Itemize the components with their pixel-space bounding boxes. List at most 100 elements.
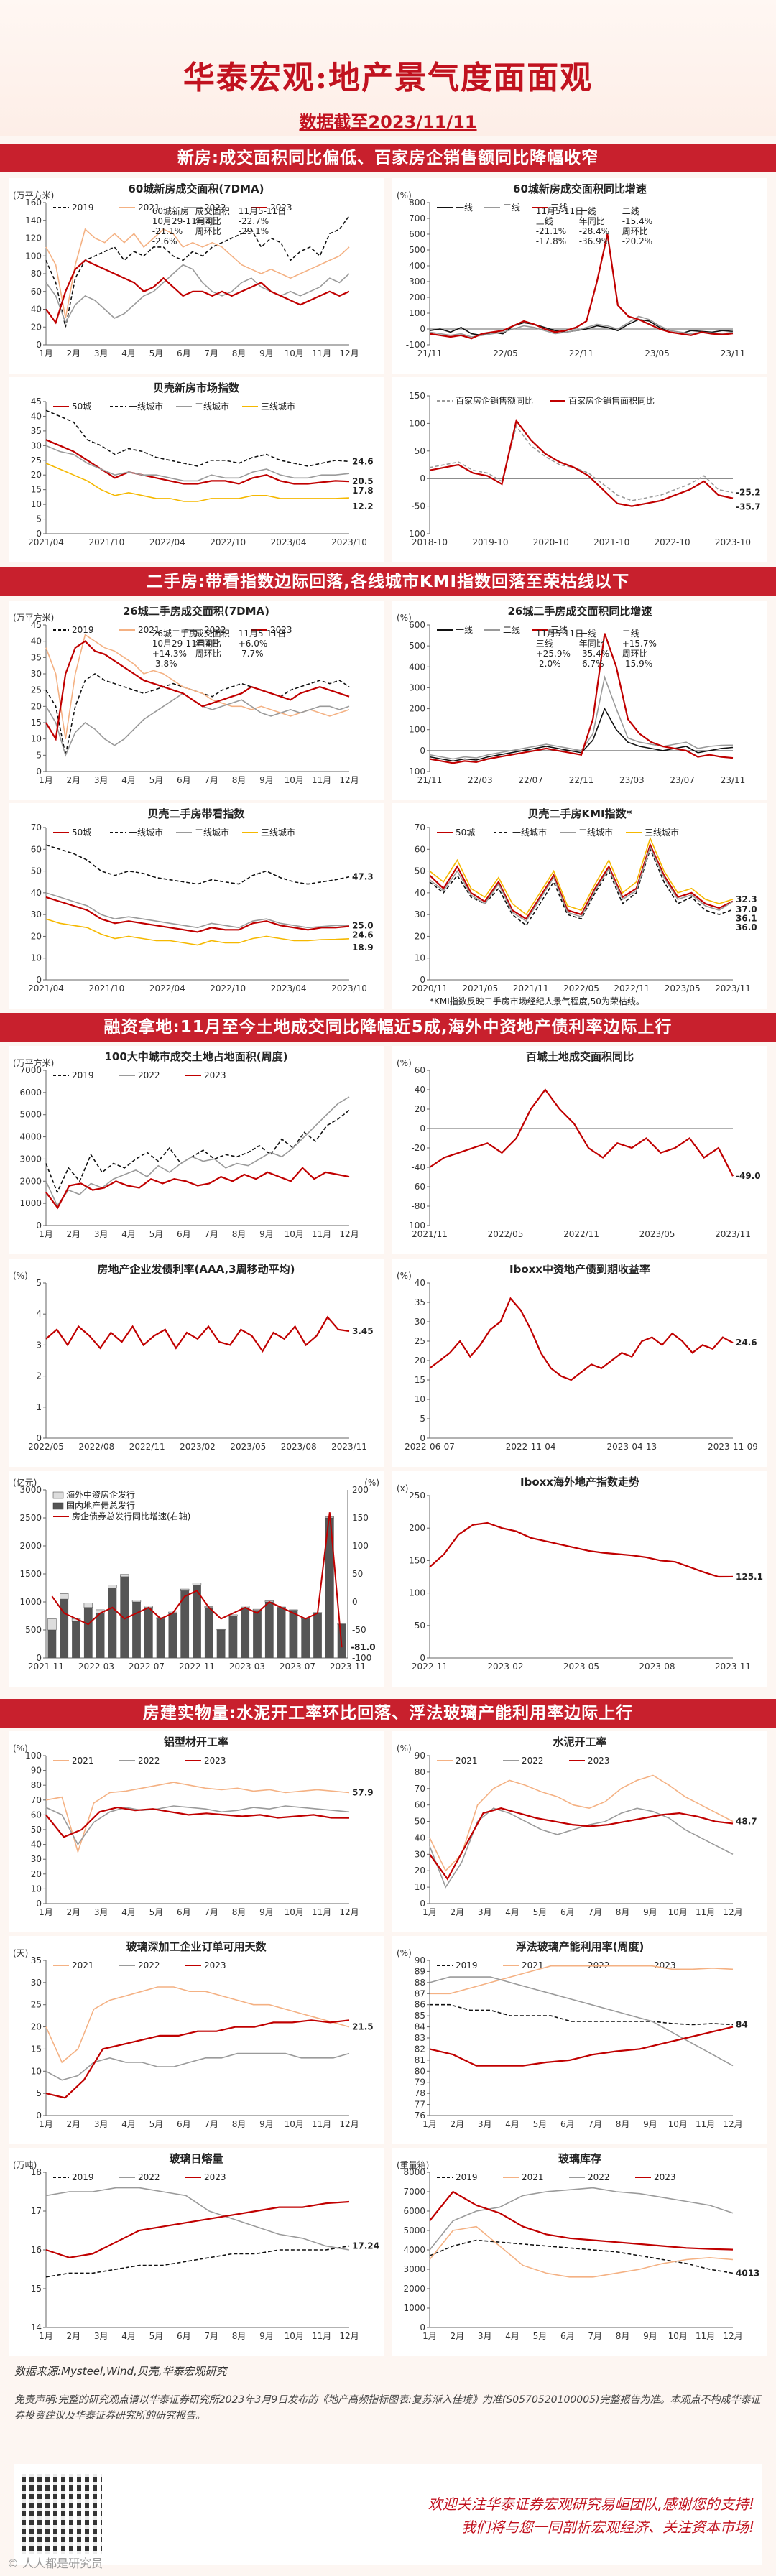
x-tick-label: 2022/04 xyxy=(149,537,185,547)
y-tick-label: 300 xyxy=(409,682,425,692)
chart-annotation: -17.8% xyxy=(536,236,566,246)
legend-label: 三线城市 xyxy=(261,401,295,412)
x-tick-label: 2023-10 xyxy=(715,537,751,547)
series-line-2019 xyxy=(429,2239,734,2274)
legend-label: 一线 xyxy=(456,203,473,213)
end-value-label: 3.45 xyxy=(352,1326,374,1336)
bar-domestic xyxy=(301,1618,310,1658)
chart-glass-inventory: 玻璃库存 (重量箱) 0 1000 2000 3000 4000 5000 6000 7000 80… xyxy=(397,2152,759,2341)
chart-annotation: 周环比 xyxy=(195,226,221,236)
x-tick-label: 11月 xyxy=(312,775,331,785)
x-tick-label: 5月 xyxy=(533,2331,548,2341)
x-tick-label: 11月 xyxy=(696,2119,715,2129)
x-tick-label: 4月 xyxy=(121,1907,136,1917)
y-tick-label: 79 xyxy=(415,2077,425,2088)
y-tick-label: 0 xyxy=(36,2111,42,2121)
chart-title: 玻璃库存 xyxy=(558,2152,601,2165)
x-tick-label: 3月 xyxy=(94,2331,108,2341)
x-tick-label: 2023/11 xyxy=(715,1229,751,1239)
y-tick-label: 14 xyxy=(31,2322,42,2332)
bar-overseas xyxy=(289,1609,298,1611)
y-tick-label: 10 xyxy=(31,953,42,963)
series-line-二线城市 xyxy=(45,892,349,929)
bar-domestic xyxy=(277,1607,286,1658)
chart-new-home-area: 60城新房成交面积(7DMA) (万平方米) 0 20 40 60 80 100 120 140 1… xyxy=(13,182,359,358)
y-tick-label: 100 xyxy=(25,1751,42,1761)
x-tick-label: 2021-10 xyxy=(593,537,629,547)
legend-label: 2019 xyxy=(72,203,94,213)
x-tick-label: 2022-11 xyxy=(412,1662,448,1672)
bar-domestic xyxy=(289,1610,298,1658)
x-tick-label: 2月 xyxy=(67,2119,81,2129)
legend-label: 2023 xyxy=(270,625,292,635)
legend-label: 百家房企销售额同比 xyxy=(456,395,533,406)
page-title: 华泰宏观:地产景气度面面观 xyxy=(183,60,593,96)
x-tick-label: 3月 xyxy=(478,1907,492,1917)
x-tick-label: 23/05 xyxy=(645,348,670,358)
y-tick-label: 15 xyxy=(31,2044,42,2054)
y-tick-label: 150 xyxy=(409,1555,425,1565)
legend-label: 2021 xyxy=(138,625,160,635)
legend-label: 一线城市 xyxy=(129,401,163,412)
series-line-50城 xyxy=(45,439,350,485)
x-tick-label: 10月 xyxy=(668,2119,688,2129)
end-value-label: 24.6 xyxy=(736,1338,757,1348)
series-line-一线城市 xyxy=(45,409,350,467)
chart-unit: (%) xyxy=(397,1743,412,1753)
chart-annotation: 10月29-11月4日 xyxy=(152,639,220,649)
chart-glass-order-days: 玻璃深加工企业订单可用天数 (天) 0 5 10 15 20 25 30 35 1月 2月 3月 4月 5月… xyxy=(13,1940,374,2129)
x-tick-label: 2023-04-13 xyxy=(606,1442,657,1452)
x-tick-label: 10月 xyxy=(285,2119,304,2129)
x-tick-label: 2月 xyxy=(451,1907,465,1917)
y-tick-label: 90 xyxy=(415,1751,425,1761)
end-value-label: 17.24 xyxy=(352,2241,379,2251)
bar-domestic xyxy=(180,1590,190,1658)
x-tick-label: 12月 xyxy=(723,2119,742,2129)
x-tick-label: 1月 xyxy=(39,2119,53,2129)
legend-label: 百家房企销售面积同比 xyxy=(568,395,655,406)
end-value-label: 20.5 xyxy=(352,476,374,486)
y-tick-label: 5 xyxy=(36,514,42,524)
y-tick-label: 40 xyxy=(31,636,42,647)
legend-label: 二线城市 xyxy=(195,401,229,412)
y-tick-label: 50 xyxy=(415,866,425,876)
y-tick-label: 0 xyxy=(36,340,42,350)
legend-label: 海外中资房企发行 xyxy=(66,1489,135,1500)
y-tick-label: 84 xyxy=(415,2022,425,2032)
y-tick-label: 30 xyxy=(31,909,42,919)
series-line-50城 xyxy=(45,896,350,933)
series-line-三线城市 xyxy=(45,463,350,502)
x-tick-label: 2021/10 xyxy=(88,983,124,993)
chart-annotation: 60城新房 xyxy=(152,205,189,216)
x-tick-label: 23/11 xyxy=(721,348,746,358)
y-tick-label: 81 xyxy=(415,2055,425,2065)
x-tick-label: 10月 xyxy=(285,348,304,358)
end-value-label: 125.1 xyxy=(736,1572,763,1582)
legend-label: 一线城市 xyxy=(129,827,163,838)
x-tick-label: 2023/10 xyxy=(331,983,367,993)
chart-unit-right: (%) xyxy=(364,1478,379,1488)
chart-annotation: 一线 xyxy=(579,629,596,639)
y-tick-label: 80 xyxy=(415,2066,425,2076)
x-tick-label: 6月 xyxy=(560,2331,575,2341)
series-line-2022 xyxy=(429,2187,734,2251)
bar-overseas xyxy=(60,1593,69,1600)
y-tick-label: 0 xyxy=(36,1653,42,1663)
y-tick-label: 40 xyxy=(31,888,42,898)
chart-title: 铝型材开工率 xyxy=(164,1736,228,1748)
legend-label: 2022 xyxy=(138,1070,160,1080)
y2-tick-label: 0 xyxy=(352,1597,358,1607)
y-tick-label: 35 xyxy=(31,1955,42,1965)
series-line-2021 xyxy=(430,1965,734,1995)
legend-label: 2023 xyxy=(654,2172,676,2182)
y-tick-label: 3000 xyxy=(403,2264,425,2274)
y-tick-label: 20 xyxy=(31,701,42,711)
legend-label: 2021 xyxy=(522,1960,544,1970)
series-line-二线城市 xyxy=(45,445,350,482)
y-tick-label: 1 xyxy=(36,1402,42,1412)
x-tick-label: 4月 xyxy=(121,775,136,785)
x-tick-label: 2022/05 xyxy=(488,1229,524,1239)
x-tick-label: 8月 xyxy=(232,2331,246,2341)
y-tick-label: 80 xyxy=(31,1780,42,1790)
chart-annotation: -36.9% xyxy=(579,236,609,246)
